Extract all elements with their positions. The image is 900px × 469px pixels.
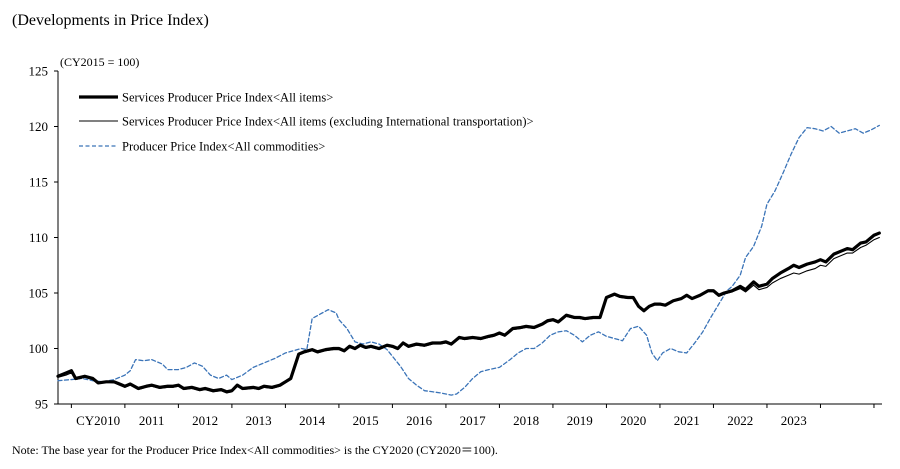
y-tick-label: 125: [29, 64, 49, 79]
legend-label-1: Services Producer Price Index<All items>: [122, 91, 333, 105]
x-tick-label: 2018: [513, 413, 539, 428]
y-tick-label: 120: [29, 119, 49, 134]
x-tick-label: 2020: [620, 413, 646, 428]
x-tick-label: 2019: [567, 413, 593, 428]
chart-heading: (Developments in Price Index): [12, 12, 209, 29]
axes: 95 100 105 110 115 120 125 CY2010 2011 2012 2013 20…: [29, 64, 882, 428]
y-tick-label: 110: [29, 230, 48, 245]
x-tick-label: 2016: [406, 413, 433, 428]
y-tick-label: 115: [29, 175, 48, 190]
x-tick-label: 2012: [192, 413, 218, 428]
x-tick-label: CY2010: [76, 413, 120, 428]
x-tick-label: 2017: [460, 413, 487, 428]
x-tick-label: 2022: [727, 413, 753, 428]
legend: Services Producer Price Index<All items>…: [79, 91, 534, 154]
x-tick-label: 2021: [674, 413, 700, 428]
unit-label: (CY2015 = 100): [60, 55, 139, 69]
legend-label-2: Services Producer Price Index<All items …: [122, 115, 534, 129]
series-line-2: [57, 236, 880, 394]
x-tick-label: 2023: [781, 413, 807, 428]
y-tick-label: 100: [29, 341, 49, 356]
x-tick-label: 2011: [139, 413, 165, 428]
x-tick-label: 2013: [246, 413, 272, 428]
series-line-3: [57, 124, 880, 396]
y-tick-label: 95: [35, 397, 48, 412]
x-tick-label: 2014: [299, 413, 326, 428]
x-tick-label: 2015: [353, 413, 379, 428]
series-layer: [56, 124, 881, 396]
y-tick-label: 105: [29, 286, 49, 301]
legend-label-3: Producer Price Index<All commodities>: [122, 140, 325, 154]
series-line-1: [56, 231, 881, 394]
footnote: Note: The base year for the Producer Pri…: [12, 443, 498, 457]
